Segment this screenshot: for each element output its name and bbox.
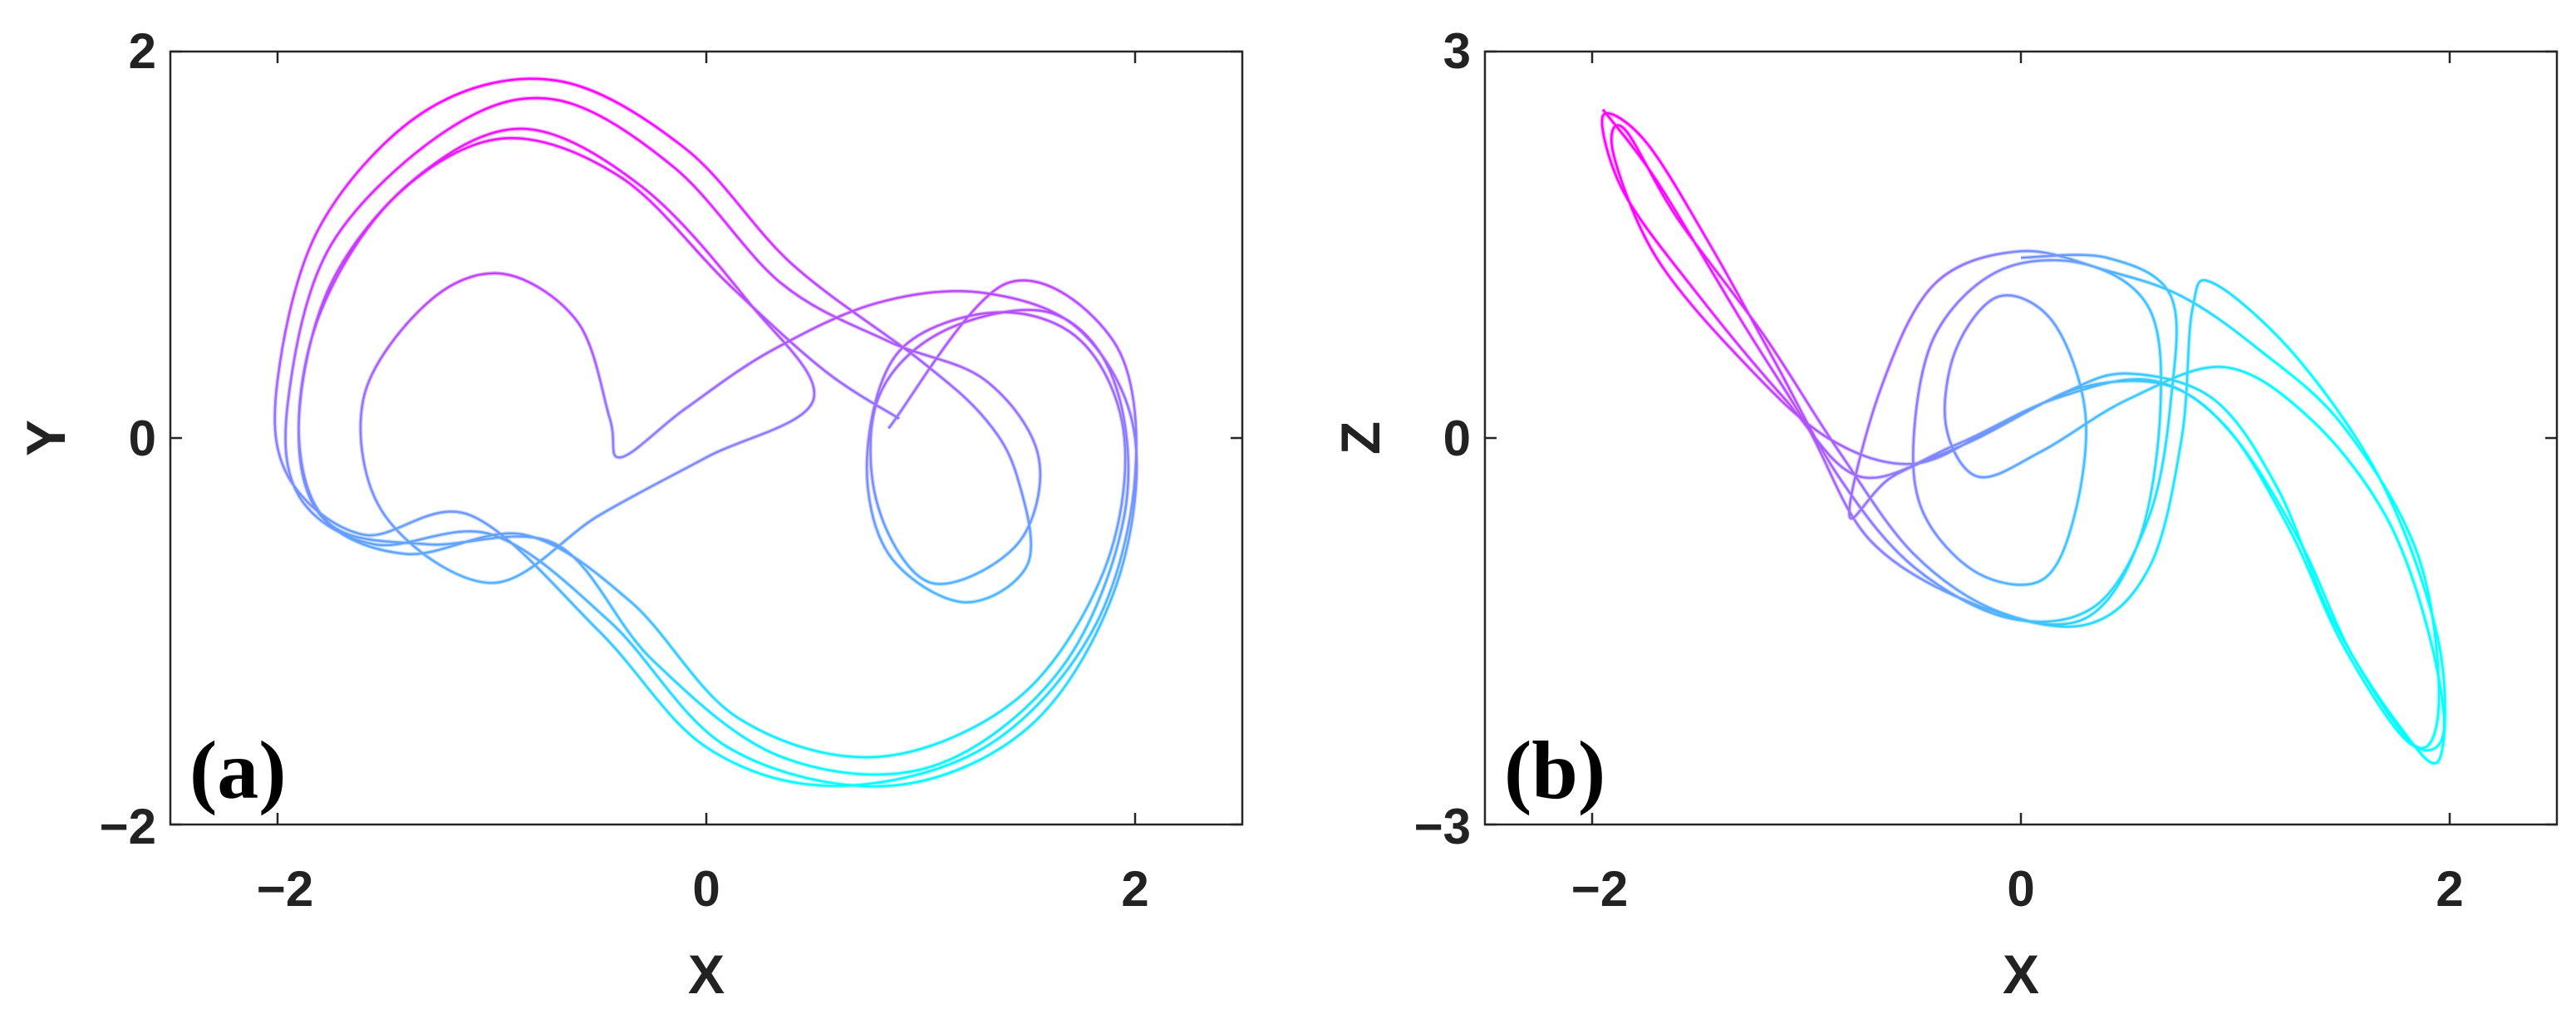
y-axis-label-b: Z — [1330, 421, 1391, 455]
y-tick-label-a-1: 0 — [129, 411, 156, 466]
y-tick-label-b-2: 3 — [1443, 23, 1471, 79]
trajectory-line-a — [273, 77, 1138, 788]
trajectory-line-b — [1600, 109, 2446, 765]
x-tick-label-b-0: −2 — [1571, 861, 1628, 917]
x-axis-label-b: X — [2003, 943, 2039, 1005]
x-axis-label-a: X — [688, 943, 725, 1005]
trajectory-a — [273, 76, 1139, 789]
y-tick-label-a-2: 2 — [129, 23, 156, 79]
tick-marks-b — [1485, 50, 2557, 826]
tick-marks-a — [170, 50, 1242, 826]
x-tick-label-a-1: 0 — [692, 861, 720, 917]
x-tick-label-b-2: 2 — [2436, 861, 2463, 917]
panel-label-b: (b) — [1504, 724, 1605, 816]
panel-label-a: (a) — [189, 724, 287, 816]
panel-a: −2 0 2 −2 0 2 X Y (a) — [15, 23, 1244, 1005]
x-tick-label-a-0: −2 — [257, 861, 313, 917]
trajectory-b — [1600, 108, 2447, 765]
x-tick-label-a-2: 2 — [1121, 861, 1148, 917]
y-tick-label-a-0: −2 — [100, 799, 156, 854]
y-tick-label-b-0: −3 — [1414, 799, 1471, 854]
y-tick-label-b-1: 0 — [1443, 411, 1471, 466]
panel-b: −2 0 2 −3 0 3 X Z (b) — [1330, 23, 2559, 1005]
y-axis-label-a: Y — [15, 420, 76, 456]
x-tick-label-b-1: 0 — [2007, 861, 2034, 917]
